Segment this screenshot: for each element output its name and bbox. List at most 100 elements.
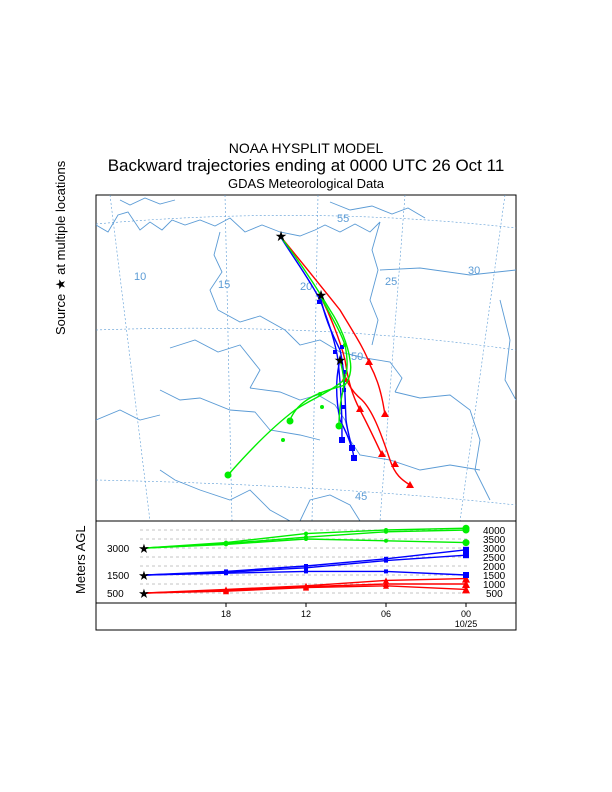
time-label-18: 18 <box>221 609 231 619</box>
source-star-icon: ★ <box>334 352 347 368</box>
source-star-icon: ★ <box>315 287 328 303</box>
green-marker <box>343 343 347 347</box>
lat-45-line <box>96 479 516 506</box>
red-track-3 <box>339 359 411 486</box>
poland-belarus-border <box>369 221 381 346</box>
red-height-marker <box>462 585 470 594</box>
lon-10-line <box>109 195 151 521</box>
green-height-marker <box>462 526 470 534</box>
right-tick-2000: 2000 <box>483 562 506 573</box>
green-marker <box>320 405 324 409</box>
profile-left-ticks: 3000 1500 500 <box>107 544 130 600</box>
red-marker <box>391 460 399 467</box>
czech-border <box>169 339 261 389</box>
profile-right-ticks: 4000 3500 3000 2500 2000 1500 1000 500 <box>483 526 506 600</box>
blue-height-marker <box>304 565 308 570</box>
time-date-label: 10/25 <box>455 619 478 629</box>
height-profile-lines <box>145 524 470 595</box>
right-tick-500: 500 <box>486 589 503 600</box>
balkans-border <box>299 494 361 521</box>
blue-marker <box>317 300 321 304</box>
green-marker <box>286 417 294 425</box>
lat-55-line <box>96 215 516 229</box>
source-star-icon: ★ <box>275 228 288 244</box>
lon-label-20: 20 <box>300 281 312 293</box>
right-tick-4000: 4000 <box>483 526 506 537</box>
scandinavia-coast <box>119 197 176 206</box>
map-panel: 55 50 45 10 15 20 25 30 <box>95 194 517 522</box>
left-tick-3000: 3000 <box>107 544 130 555</box>
green-height-marker <box>304 537 308 541</box>
green-marker <box>281 438 285 442</box>
blue-marker <box>349 445 355 451</box>
red-height-marker <box>462 574 470 583</box>
time-ticks <box>225 603 467 607</box>
belarus-border <box>379 267 516 276</box>
blue-marker <box>343 370 347 374</box>
green-trajectories <box>227 235 352 476</box>
time-tick-labels: 18 12 06 00 10/25 <box>221 609 477 629</box>
adriatic-coast <box>159 469 291 521</box>
blue-height-marker <box>463 546 469 553</box>
green-track-1 <box>279 235 352 421</box>
green-markers <box>224 343 347 479</box>
red-trajectories <box>279 235 411 486</box>
hungary-north-border <box>249 387 346 421</box>
lon-label-10: 10 <box>134 271 146 283</box>
lon-30-line <box>459 195 506 521</box>
ukraine-east <box>499 299 516 401</box>
lat-50-line <box>96 327 516 351</box>
red-track-2 <box>319 294 383 456</box>
blue-height-marker <box>463 552 469 559</box>
green-marker <box>224 471 232 479</box>
green-height-marker <box>384 529 388 534</box>
blue-marker <box>351 455 357 461</box>
green-track-3 <box>338 359 345 426</box>
red-height-marker <box>383 577 389 584</box>
right-tick-3000: 3000 <box>483 544 506 555</box>
blue-marker <box>342 388 346 392</box>
lat-label-50: 50 <box>351 351 363 363</box>
baltic-coast <box>96 211 381 237</box>
green-height-marker <box>304 531 308 536</box>
red-height-marker <box>383 582 389 589</box>
time-label-00: 00 <box>461 609 471 619</box>
lon-label-25: 25 <box>385 276 397 288</box>
red-height-marker <box>223 588 229 595</box>
profile-star-icon: ★ <box>138 586 150 601</box>
time-label-12: 12 <box>301 609 311 619</box>
lat-label-45: 45 <box>355 491 367 503</box>
blue-marker <box>333 350 337 354</box>
swiss-border <box>96 409 161 421</box>
lat-label-55: 55 <box>337 213 349 225</box>
romania-border <box>394 391 491 501</box>
austria-border <box>159 389 321 441</box>
time-label-06: 06 <box>381 609 391 619</box>
baltic-states-coast <box>329 201 426 219</box>
red-marker <box>381 410 389 417</box>
time-axis-frame <box>95 602 517 631</box>
lon-label-15: 15 <box>218 279 230 291</box>
title-model: NOAA HYSPLIT MODEL <box>228 140 384 156</box>
blue-height-marker <box>384 558 388 563</box>
title-met-data: GDAS Meteorological Data <box>227 176 385 191</box>
slovak-border <box>339 351 403 393</box>
blue-track-3 <box>335 359 353 451</box>
height-profile-panel: 3000 1500 500 4000 3500 3000 2500 2000 1… <box>95 520 517 631</box>
left-tick-500: 500 <box>107 589 124 600</box>
right-tick-3500: 3500 <box>483 535 506 546</box>
blue-marker <box>339 437 345 443</box>
title-main: Backward trajectories ending at 0000 UTC… <box>107 156 505 175</box>
blue-markers <box>317 300 357 461</box>
red-marker <box>356 405 364 412</box>
blue-height-marker <box>224 571 228 576</box>
germany-poland-border <box>209 231 223 311</box>
lon-25-line <box>379 195 406 521</box>
czech-poland-border <box>217 309 341 353</box>
right-tick-2500: 2500 <box>483 553 506 564</box>
profile-star-icon: ★ <box>138 568 150 583</box>
profile-source-stars: ★ ★ ★ <box>138 541 150 601</box>
blue-height-marker <box>463 572 469 578</box>
green-height-marker <box>462 539 470 547</box>
